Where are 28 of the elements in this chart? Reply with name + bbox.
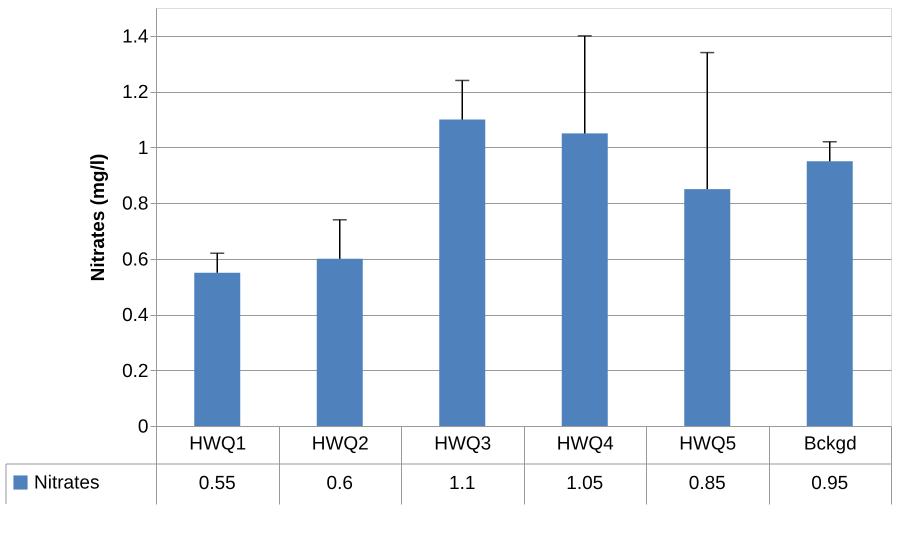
data-label: 1.1 xyxy=(449,473,476,494)
x-tick-label: HWQ1 xyxy=(189,434,246,454)
data-label: 0.6 xyxy=(326,473,353,494)
data-label: 0.85 xyxy=(688,473,726,494)
bar xyxy=(316,258,363,426)
y-tick-label: 0 xyxy=(138,416,148,438)
data-label: 0.55 xyxy=(198,473,236,494)
x-tick-label: HWQ4 xyxy=(556,434,614,454)
y-tick-label: 1.4 xyxy=(122,26,149,48)
y-tick-label: 1 xyxy=(138,138,148,159)
bar xyxy=(562,133,608,426)
y-tick-label: 0.6 xyxy=(122,249,148,270)
y-axis-title: Nitrates (mg/l) xyxy=(88,154,110,282)
x-tick-label: HWQ2 xyxy=(312,434,369,454)
data-label: 1.05 xyxy=(566,473,604,494)
y-tick-label: 1.2 xyxy=(122,82,148,104)
legend-label: Nitrates xyxy=(34,472,100,494)
x-tick-label: HWQ5 xyxy=(679,434,736,454)
x-tick-label: Bckgd xyxy=(804,434,857,454)
y-tick-label: 0.8 xyxy=(122,194,148,215)
bar xyxy=(684,189,730,426)
bar xyxy=(806,161,853,426)
y-tick-label: 0.4 xyxy=(122,305,149,326)
bar xyxy=(194,272,240,426)
x-tick-label: HWQ3 xyxy=(434,434,492,454)
data-label: 0.95 xyxy=(811,473,848,494)
bar xyxy=(439,119,486,426)
y-tick-label: 0.2 xyxy=(122,360,148,382)
